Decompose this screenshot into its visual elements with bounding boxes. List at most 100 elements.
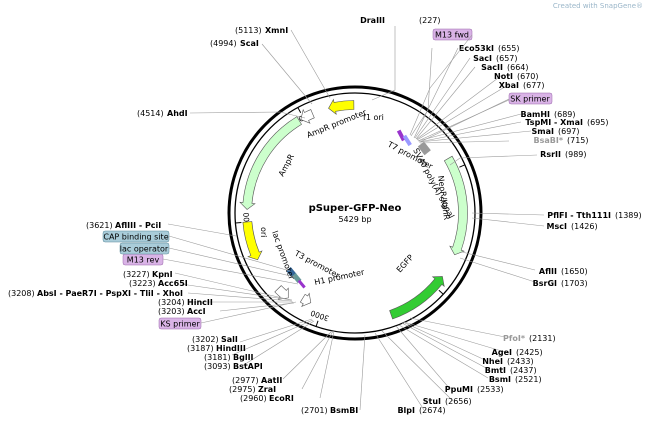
site-name-saci: SacI <box>473 54 492 63</box>
site-pos-ahdi: (4514) <box>137 109 164 118</box>
site-pos-tspmi-xmai: (695) <box>587 118 609 127</box>
lac-operator-label: lac operator <box>120 245 169 254</box>
feature-label-egfp: EGFP <box>395 253 416 275</box>
site-name-scai: ScaI <box>240 39 259 48</box>
site-name-agei: AgeI <box>492 348 512 357</box>
primer-labels: M13 fwd SK primer KS primer M13 rev CAP … <box>102 28 553 330</box>
feature-label-lac-promoter: lac promoter <box>270 230 296 282</box>
feature-arrow-f1-ori <box>328 98 355 115</box>
site-name-blpi: BlpI <box>397 406 415 415</box>
site-pos-pfoi: (2131) <box>529 334 556 343</box>
site-pos-bsmi: (2521) <box>515 375 542 384</box>
site-pos-draiii: (227) <box>419 16 441 25</box>
cap-binding-label: CAP binding site <box>103 233 168 242</box>
site-name-acc65i: Acc65I <box>158 279 188 288</box>
site-pos-blpi: (2674) <box>419 406 446 415</box>
polya-signal-box <box>417 141 431 156</box>
site-pos-ecori: (2960) <box>240 394 267 403</box>
site-pos-acci: (3203) <box>158 307 185 316</box>
site-pos-acc65i: (3223) <box>129 279 156 288</box>
m13-fwd-label: M13 fwd <box>435 31 469 40</box>
site-name-stui: StuI <box>423 397 441 406</box>
site-name-xmni: XmnI <box>265 26 288 35</box>
site-name-bsabi: BsaBI* <box>533 136 563 145</box>
site-pos-bglii: (3181) <box>204 353 231 362</box>
site-name-bamhi: BamHI <box>520 110 550 119</box>
m13-fwd-site <box>396 129 406 142</box>
site-pos-bstapi: (3093) <box>204 362 231 371</box>
tick-5000 <box>297 107 302 114</box>
site-name-hincii: HincII <box>187 298 213 307</box>
site-pos-noti: (670) <box>517 72 539 81</box>
site-pos-rsrii: (989) <box>565 150 587 159</box>
leader-lines <box>167 26 545 411</box>
cap-binding-label-box <box>102 230 170 243</box>
site-pos-scai: (4994) <box>210 39 237 48</box>
m13-fwd-label-box <box>432 28 473 41</box>
snapgene-credit: Created with SnapGene® <box>552 2 643 10</box>
feature-arrow-lac-promoter <box>274 285 289 300</box>
tick-2000 <box>438 289 444 295</box>
site-name-bsmi: BsmI <box>489 375 511 384</box>
site-name-kpni: KpnI <box>152 270 173 279</box>
site-name-msci: MscI <box>547 222 567 231</box>
site-pos-stui: (2656) <box>445 397 472 406</box>
site-name-bstapi: BstAPI <box>233 362 263 371</box>
site-pos-msci: (1426) <box>571 222 598 231</box>
lac-operator-label-box <box>119 242 170 255</box>
site-pos-aflii: (1650) <box>561 267 588 276</box>
ks-primer-label-box <box>158 317 202 330</box>
plasmid-name: pSuper-GFP-Neo <box>309 203 402 214</box>
site-pos-bamhi: (689) <box>554 110 576 119</box>
site-name-hindiii: HindIII <box>216 344 246 353</box>
site-name-eco53ki: Eco53kI <box>459 44 494 53</box>
site-pos-saci: (657) <box>496 54 518 63</box>
feature-arrows <box>239 98 468 320</box>
site-name-xbai: XbaI <box>499 81 519 90</box>
site-name-bsrgi: BsrGI <box>533 279 557 288</box>
site-pos-bsabi: (715) <box>567 136 589 145</box>
sk-primer-site <box>402 134 412 147</box>
feature-arrow-ampr <box>239 116 302 210</box>
site-pos-eco53ki: (655) <box>498 44 520 53</box>
site-pos-xbai: (677) <box>523 81 545 90</box>
site-name-afliii-pcii: AflIII - PciI <box>115 221 161 230</box>
site-name-aflii: AflII <box>539 267 557 276</box>
site-pos-nhei: (2433) <box>507 357 534 366</box>
site-name-bglii: BglII <box>233 353 254 362</box>
feature-arrow-h1-promoter <box>299 292 312 308</box>
site-pos-hincii: (3204) <box>158 298 185 307</box>
feature-label-f1-ori: f1 ori <box>363 113 384 122</box>
plasmid-size: 5429 bp <box>338 215 371 224</box>
site-name-sali: SalI <box>221 335 238 344</box>
site-pos-ppumi: (2533) <box>477 385 504 394</box>
site-name-smai: SmaI <box>532 127 554 136</box>
site-name-ecori: EcoRI <box>269 394 294 403</box>
site-pos-hindiii: (3187) <box>187 344 214 353</box>
site-pos-bmti: (2437) <box>510 366 537 375</box>
site-name-tspmi-xmai: TspMI - XmaI <box>525 118 583 127</box>
site-name-pflfi-tth111i: PflFI - Tth111I <box>547 211 611 220</box>
site-name-zrai: ZraI <box>258 385 276 394</box>
site-pos-xmni: (5113) <box>235 26 262 35</box>
site-labels: DraIII (227) Eco53kI (655) SacI (657) Sa… <box>8 16 642 415</box>
site-name-bsmbi: BsmBI <box>330 406 358 415</box>
site-name-aatii: AatII <box>261 376 282 385</box>
site-pos-bsmbi: (2701) <box>301 406 328 415</box>
site-name-acci: AccI <box>187 307 206 316</box>
tick-3000 <box>315 320 319 327</box>
site-name-nhei: NheI <box>482 357 503 366</box>
site-name-rsrii: RsrII <box>540 150 561 159</box>
m13-rev-site <box>297 279 306 289</box>
site-name-xhoi-group: AbsI - PaeR7I - PspXI - TliI - XhoI <box>37 289 183 298</box>
feature-label-ori: ori <box>259 227 268 237</box>
feature-label-ampr-promoter: AmpR promoter <box>305 107 368 139</box>
feature-label-ampr: AmpR <box>277 152 296 178</box>
site-name-ahdi: AhdI <box>167 109 188 118</box>
site-name-pfoi: PfoI* <box>503 334 526 343</box>
site-pos-bsrgi: (1703) <box>561 279 588 288</box>
sk-primer-label-box <box>508 92 553 105</box>
feature-arrow-ampr-promoter <box>300 108 315 124</box>
site-pos-afliii-pcii: (3621) <box>86 221 113 230</box>
site-name-sacii: SacII <box>481 63 503 72</box>
